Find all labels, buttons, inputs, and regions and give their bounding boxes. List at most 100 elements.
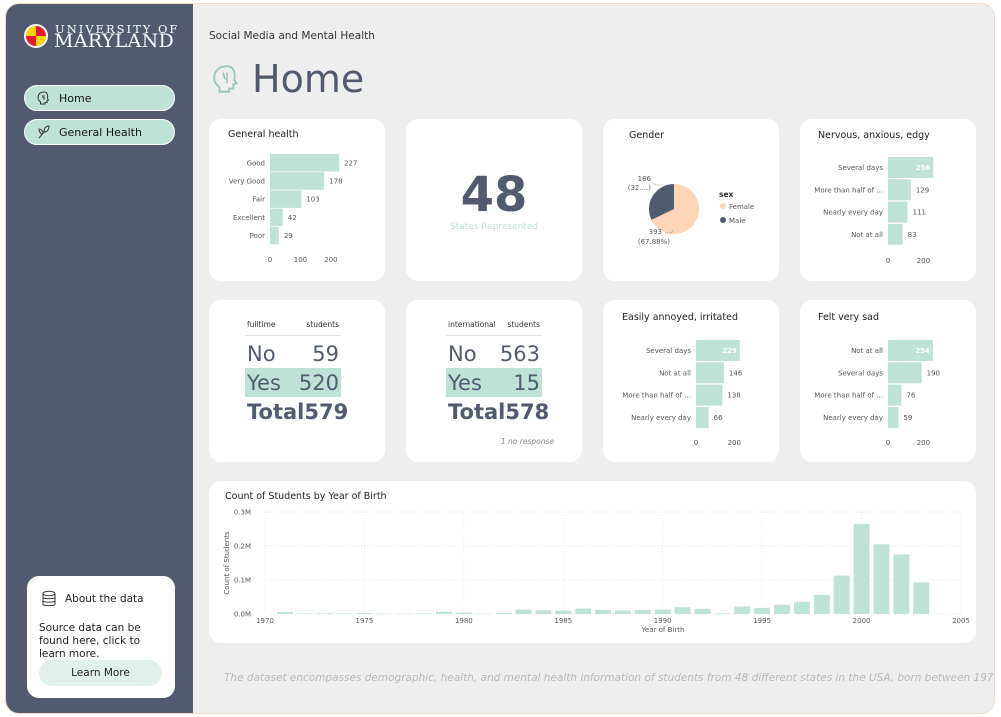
bar [893,554,910,614]
category-label: Not at all [659,369,691,377]
category-label: Excellent [233,214,265,222]
category-label: More than half of ... [622,392,691,400]
annoyed-card: Easily annoyed, irritated Several days 22… [603,300,779,462]
bar [853,523,870,614]
bar [734,606,751,614]
states-kpi-card: 48 States Represented [406,119,582,281]
y-axis-label: Count of Students [223,531,231,595]
tick-label: 0 [886,257,890,265]
bar [813,594,830,614]
pie-slice [649,184,674,220]
legend-swatch [720,203,726,209]
bar [270,154,340,172]
tick-label: 200 [728,439,741,447]
tick-label: 0.2M [234,543,251,551]
bar [515,609,532,614]
about-text: Source data can be found here, click to … [39,622,141,660]
table-header: fulltime students [245,320,341,336]
tick-label: 2005 [952,617,970,625]
bar [376,613,393,615]
column-header: students [507,320,540,329]
tick-label: 0.1M [234,577,251,585]
bar [495,612,512,614]
bar [696,340,740,361]
bar [270,208,283,227]
nav-home-button[interactable]: Home [24,85,175,111]
bar [714,613,731,614]
category-label: Nearly every day [823,209,883,217]
tick-label: 200 [917,439,930,447]
leader-line [665,229,674,234]
bar [276,611,293,614]
table-row: No 59 [245,339,341,368]
about-data-card: About the data Source data can be found … [27,576,175,698]
nav-general-health-button[interactable]: General Health [24,119,175,145]
card-title: Easily annoyed, irritated [622,312,738,323]
footer-note: The dataset encompasses demographic, hea… [224,672,995,684]
row-label: No [448,341,477,366]
bar [555,610,572,614]
legend-entry: Female [729,203,754,211]
category-label: Several days [838,164,883,172]
nervous-chart: Several days 256 More than half of ... 129 N… [814,157,934,265]
data-label: 190 [927,369,940,377]
column-header: students [306,320,339,329]
data-label: 229 [722,347,737,355]
category-label: Not at all [851,347,883,355]
general-health-card: General health Good 227 Very Good 178 Fair 10… [209,119,385,281]
brain-icon [37,91,50,105]
bar [336,613,353,614]
bar [270,172,325,190]
university-logo: UNIVERSITY OF MARYLAND [24,22,179,52]
tick-label: 1980 [455,617,473,625]
table-total-row: Total 579 [245,397,348,426]
data-label: 227 [344,159,357,167]
learn-more-button[interactable]: Learn More [39,660,162,686]
row-value: 520 [298,370,339,395]
column-header: fulltime [247,320,276,329]
kpi-value: 48 [460,167,528,223]
data-label: 42 [288,214,297,222]
category-label: Nearly every day [823,414,883,422]
bar [634,609,651,614]
page-header: Home [210,57,364,101]
row-label: Total [448,399,506,424]
international-table: international students No 563 Yes 15 Tot… [446,320,549,426]
data-label: 186 [638,175,652,183]
table-total-row: Total 578 [446,397,549,426]
bar [696,384,723,406]
page-title: Home [252,57,365,101]
category-label: Fair [253,196,266,204]
data-label: 111 [913,209,926,217]
bar [614,610,631,614]
data-label: (32....) [628,184,652,192]
gender-card: Gender 186 (32....) 393 (67.88%) sex Female Ma… [603,119,779,281]
bar [674,607,691,614]
bar [270,190,302,208]
category-label: Nearly every day [631,414,691,422]
row-label: Yes [247,370,281,395]
table-row: No 563 [446,339,542,368]
tick-label: 1985 [554,617,572,625]
fulltime-card: fulltime students No 59 Yes 520 Total 57… [209,300,385,462]
birth-year-chart: 0.0M 0.1M 0.2M 0.3M 1970 1975 1980 1985 1990 1995… [223,509,970,635]
column-header: international [448,320,496,329]
tick-label: 1975 [356,617,374,625]
bar [356,612,373,614]
row-value: 579 [304,399,349,424]
sad-chart: Not at all 254 Several days 190 More than ha… [814,340,940,447]
category-label: More than half of ... [814,392,883,400]
tick-label: 100 [294,256,307,264]
data-label: 393 [649,228,662,236]
breadcrumb: Social Media and Mental Health [209,30,375,42]
bar [694,608,711,614]
birth-year-card: Count of Students by Year of Birth 0.0M 0… [209,481,976,643]
table-row: Yes 15 [446,368,542,397]
card-title: Count of Students by Year of Birth [225,491,387,502]
data-label: (67.88%) [638,238,670,246]
row-label: Total [247,399,305,424]
bar [754,607,771,614]
kpi-label: States Represented [449,222,539,232]
bar [888,201,908,223]
app-frame: UNIVERSITY OF MARYLAND Home General Heal… [5,3,995,714]
